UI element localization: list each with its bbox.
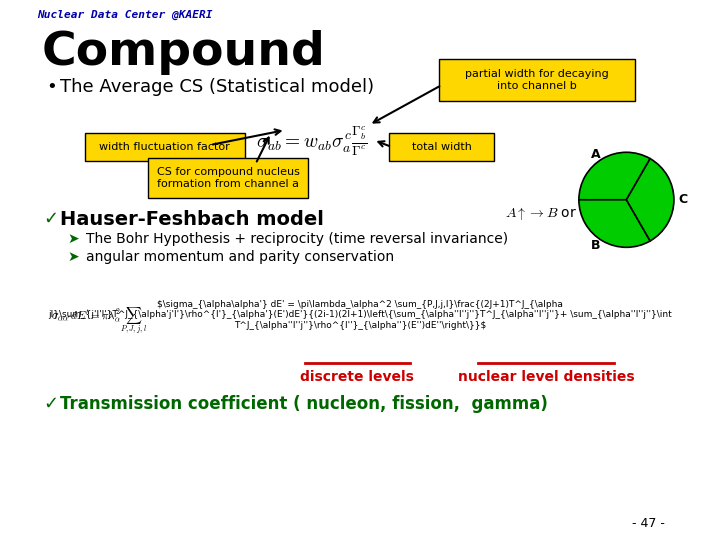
Text: ➤: ➤	[68, 232, 79, 246]
Text: nuclear level densities: nuclear level densities	[458, 370, 634, 384]
Wedge shape	[579, 200, 650, 247]
Text: •: •	[47, 78, 58, 96]
FancyBboxPatch shape	[148, 158, 308, 198]
Text: discrete levels: discrete levels	[300, 370, 414, 384]
Text: total width: total width	[412, 142, 472, 152]
FancyBboxPatch shape	[439, 59, 635, 101]
Wedge shape	[579, 152, 650, 200]
Text: $\sigma_{\alpha\alpha'} dE' = \pi\lambda_\alpha^2 \sum_{P,J,j,l}\frac{(2J+1)T^J_: $\sigma_{\alpha\alpha'} dE' = \pi\lambda…	[48, 300, 672, 330]
Text: A: A	[590, 148, 600, 161]
Text: ➤: ➤	[68, 250, 79, 264]
Text: ✓: ✓	[44, 210, 59, 228]
Text: C: C	[679, 193, 688, 206]
Text: B: B	[591, 239, 600, 252]
Text: width fluctuation factor: width fluctuation factor	[99, 142, 230, 152]
Text: ✓: ✓	[44, 395, 59, 413]
Text: The Average CS (Statistical model): The Average CS (Statistical model)	[60, 78, 374, 96]
FancyBboxPatch shape	[389, 133, 495, 161]
Text: Hauser-Feshbach model: Hauser-Feshbach model	[60, 210, 324, 229]
Text: Compound: Compound	[42, 30, 326, 75]
Text: Transmission coefficient ( nucleon, fission,  gamma): Transmission coefficient ( nucleon, fiss…	[60, 395, 548, 413]
Text: $\sigma_{ab} = w_{ab}\sigma_a^c \frac{\Gamma_b^c}{\Gamma^c}$: $\sigma_{ab} = w_{ab}\sigma_a^c \frac{\G…	[256, 125, 366, 158]
Text: Nuclear Data Center @KAERI: Nuclear Data Center @KAERI	[37, 10, 213, 20]
Text: - 47 -: - 47 -	[631, 517, 665, 530]
FancyBboxPatch shape	[85, 133, 245, 161]
Wedge shape	[626, 159, 674, 241]
Text: $A\uparrow\rightarrow B$ or $C\downarrow$: $A\uparrow\rightarrow B$ or $C\downarrow…	[505, 205, 601, 222]
Text: The Bohr Hypothesis + reciprocity (time reversal invariance): The Bohr Hypothesis + reciprocity (time …	[86, 232, 508, 246]
Text: partial width for decaying
into channel b: partial width for decaying into channel …	[465, 69, 609, 91]
Text: angular momentum and parity conservation: angular momentum and parity conservation	[86, 250, 394, 264]
Text: $\sigma_{\alpha\alpha'} dE' = \pi\lambda_\alpha^2 \sum_{P,J,j,l}$: $\sigma_{\alpha\alpha'} dE' = \pi\lambda…	[51, 305, 147, 335]
Text: CS for compound nucleus
formation from channel a: CS for compound nucleus formation from c…	[157, 167, 300, 189]
